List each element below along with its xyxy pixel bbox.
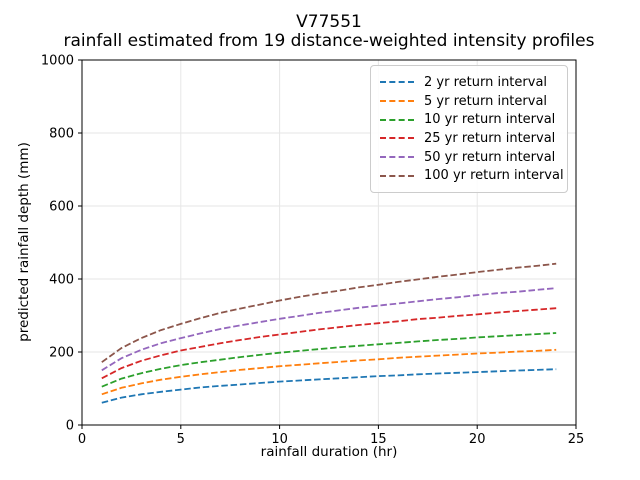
y-axis-label: predicted rainfall depth (mm): [16, 142, 32, 342]
x-tick-label: 5: [177, 432, 185, 447]
x-tick-label: 20: [469, 432, 486, 447]
legend-entry-5yr: 5 yr return interval: [380, 92, 558, 111]
legend: 2 yr return interval 5 yr return interva…: [370, 65, 568, 193]
chart-title: V77551 rainfall estimated from 19 distan…: [64, 13, 595, 51]
x-tick-label: 25: [568, 432, 585, 447]
plot-border: [81, 59, 577, 426]
legend-line-sample-25yr: [380, 137, 414, 140]
legend-entry-25yr: 25 yr return interval: [380, 129, 558, 148]
legend-entry-2yr: 2 yr return interval: [380, 73, 558, 92]
legend-line-sample-5yr: [380, 100, 414, 102]
legend-label-50yr: 50 yr return interval: [424, 149, 556, 165]
x-tick-label: 15: [370, 432, 387, 447]
legend-label-2yr: 2 yr return interval: [424, 74, 548, 90]
legend-entry-100yr: 100 yr return interval: [380, 166, 564, 185]
legend-entry-50yr: 50 yr return interval: [380, 148, 558, 167]
legend-label-100yr: 100 yr return interval: [424, 168, 564, 184]
y-tick-label: 200: [49, 346, 74, 361]
legend-entry-10yr: 10 yr return interval: [380, 110, 558, 129]
x-axis-label: rainfall duration (hr): [260, 444, 398, 460]
y-tick-label: 400: [49, 273, 74, 288]
legend-line-sample-50yr: [380, 156, 414, 159]
series-line-10yr: [101, 332, 557, 388]
x-tick-label: 10: [271, 432, 288, 447]
legend-label-25yr: 25 yr return interval: [424, 130, 556, 146]
legend-label-5yr: 5 yr return interval: [424, 93, 548, 109]
series-line-25yr: [101, 307, 557, 380]
y-tick-label: 600: [49, 200, 74, 215]
legend-label-10yr: 10 yr return interval: [424, 112, 556, 128]
series-line-2yr: [101, 368, 557, 404]
y-tick-label: 0: [66, 419, 74, 434]
series-line-5yr: [101, 348, 557, 396]
legend-line-sample-100yr: [380, 174, 414, 177]
chart-title-line1: V77551: [296, 12, 362, 32]
series-line-100yr: [101, 262, 557, 363]
y-tick-label: 800: [49, 127, 74, 142]
legend-line-sample-2yr: [380, 81, 414, 84]
y-tick-label: 1000: [41, 54, 74, 69]
chart-title-line2: rainfall estimated from 19 distance-weig…: [63, 31, 595, 51]
series-line-50yr: [101, 287, 557, 372]
x-tick-label: 0: [78, 432, 86, 447]
legend-line-sample-10yr: [380, 118, 414, 121]
